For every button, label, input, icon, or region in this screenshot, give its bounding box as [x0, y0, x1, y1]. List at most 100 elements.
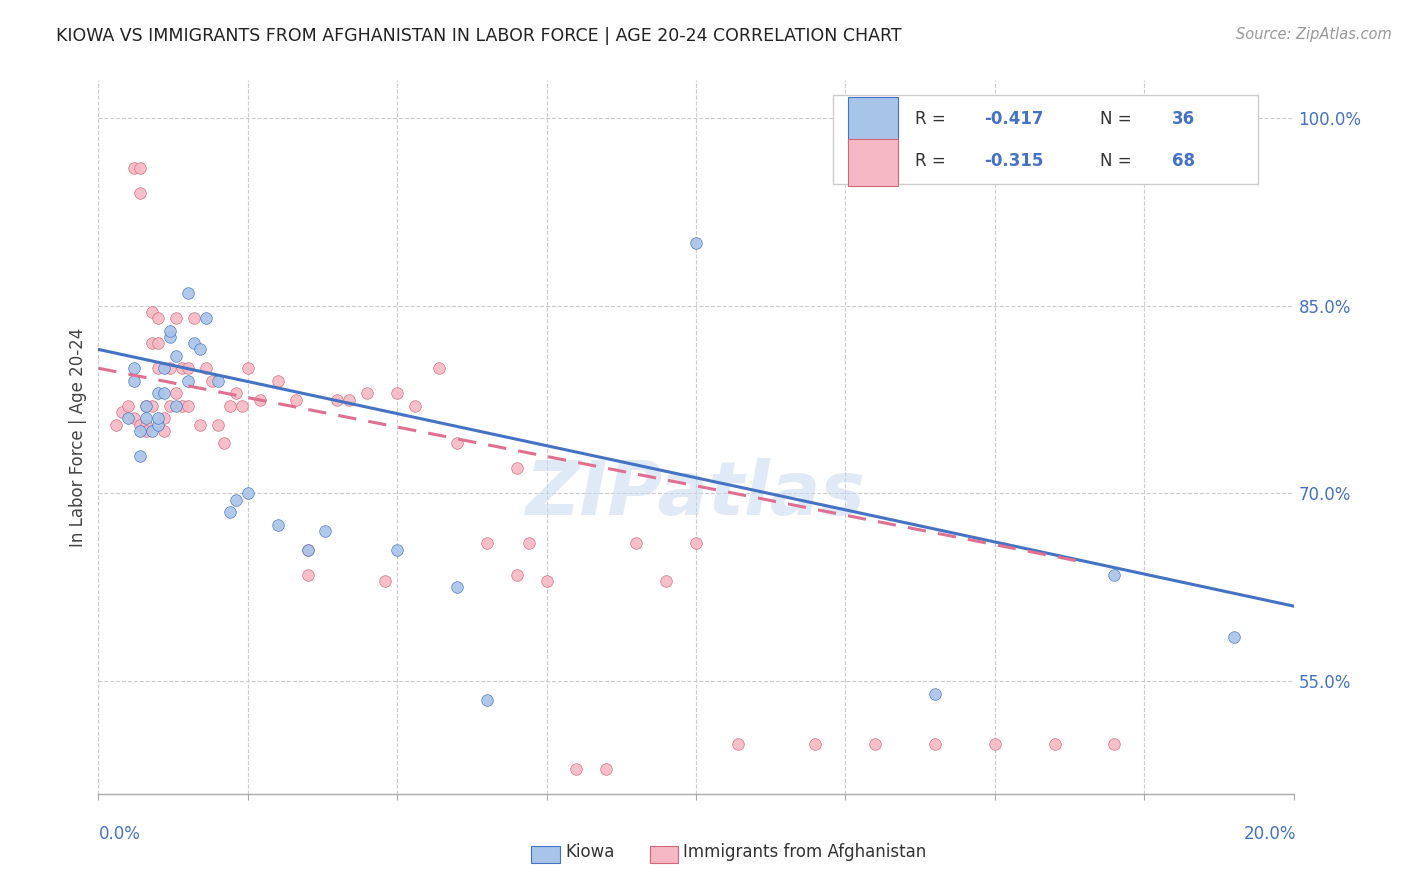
Point: [135, 411, 157, 425]
Point: [141, 305, 163, 319]
Point: [159, 361, 181, 376]
Point: [165, 399, 187, 413]
Text: KIOWA VS IMMIGRANTS FROM AFGHANISTAN IN LABOR FORCE | AGE 20-24 CORRELATION CHAR: KIOWA VS IMMIGRANTS FROM AFGHANISTAN IN …: [56, 27, 901, 45]
Point: [804, 737, 827, 751]
Point: [212, 436, 235, 450]
Point: [177, 361, 200, 376]
Point: [297, 542, 319, 557]
Text: R =: R =: [915, 110, 950, 128]
Point: [111, 405, 134, 419]
Point: [595, 762, 617, 776]
Text: Kiowa: Kiowa: [565, 843, 614, 861]
Point: [135, 399, 157, 413]
Point: [105, 417, 128, 432]
Point: [148, 311, 170, 326]
Point: [195, 311, 218, 326]
Point: [172, 361, 194, 376]
Point: [172, 399, 194, 413]
Point: [183, 311, 205, 326]
Point: [135, 399, 157, 413]
Point: [177, 286, 200, 301]
Point: [188, 417, 211, 432]
Point: [183, 336, 205, 351]
Text: ZIPatlas: ZIPatlas: [526, 458, 866, 531]
Point: [231, 399, 253, 413]
Point: [153, 424, 176, 438]
Text: R =: R =: [915, 152, 950, 169]
Point: [195, 361, 218, 376]
Point: [626, 536, 648, 550]
Point: [446, 436, 468, 450]
Point: [141, 424, 163, 438]
Bar: [848, 97, 898, 144]
Point: [865, 737, 887, 751]
Point: [315, 524, 337, 538]
Point: [148, 417, 170, 432]
Point: [124, 361, 146, 376]
Text: N =: N =: [1099, 152, 1137, 169]
Point: [177, 374, 200, 388]
Text: 0.0%: 0.0%: [98, 825, 141, 843]
Point: [135, 417, 157, 432]
Point: [475, 536, 498, 550]
Point: [236, 361, 259, 376]
Point: [153, 411, 176, 425]
Text: N =: N =: [1099, 110, 1137, 128]
Point: [165, 386, 187, 401]
Point: [284, 392, 307, 407]
Point: [219, 399, 242, 413]
Point: [685, 536, 707, 550]
Point: [225, 492, 247, 507]
Point: [267, 517, 290, 532]
Point: [1043, 737, 1066, 751]
Point: [148, 386, 170, 401]
Point: [565, 762, 588, 776]
Point: [385, 542, 409, 557]
Point: [356, 386, 378, 401]
Point: [207, 417, 229, 432]
Point: [207, 374, 229, 388]
Point: [267, 374, 290, 388]
Point: [385, 386, 409, 401]
Point: [1104, 567, 1126, 582]
Point: [536, 574, 558, 588]
Point: [225, 386, 247, 401]
Point: [685, 235, 707, 250]
Point: [655, 574, 678, 588]
Point: [727, 737, 749, 751]
Text: Source: ZipAtlas.com: Source: ZipAtlas.com: [1236, 27, 1392, 42]
Point: [159, 330, 181, 344]
Point: [984, 737, 1007, 751]
Point: [297, 542, 319, 557]
Point: [249, 392, 271, 407]
Point: [297, 567, 319, 582]
Point: [148, 336, 170, 351]
Point: [148, 361, 170, 376]
Point: [236, 486, 259, 500]
Point: [188, 343, 211, 357]
Point: [129, 186, 152, 200]
Point: [153, 386, 176, 401]
Point: [129, 449, 152, 463]
Y-axis label: In Labor Force | Age 20-24: In Labor Force | Age 20-24: [69, 327, 87, 547]
Point: [924, 687, 946, 701]
Point: [517, 536, 540, 550]
Bar: [848, 139, 898, 186]
Point: [141, 399, 163, 413]
Point: [219, 505, 242, 519]
Text: 36: 36: [1171, 110, 1195, 128]
Point: [124, 374, 146, 388]
Text: 68: 68: [1171, 152, 1195, 169]
Point: [177, 399, 200, 413]
Point: [374, 574, 396, 588]
Point: [135, 424, 157, 438]
Text: -0.417: -0.417: [984, 110, 1043, 128]
Point: [124, 161, 146, 175]
Point: [159, 324, 181, 338]
Point: [129, 161, 152, 175]
Point: [129, 424, 152, 438]
Point: [506, 461, 529, 475]
Point: [129, 417, 152, 432]
Point: [475, 693, 498, 707]
Point: [117, 411, 139, 425]
